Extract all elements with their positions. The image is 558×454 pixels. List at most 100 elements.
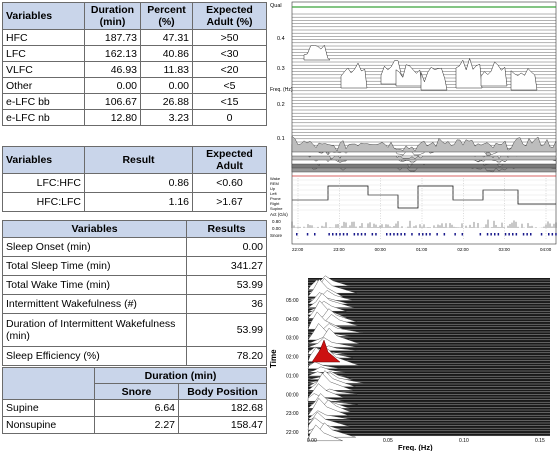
waterfall-peak — [307, 366, 346, 373]
snore-mark — [497, 233, 500, 236]
sleep-summary-table: Variables Results Sleep Onset (min) 0.00 Tot… — [2, 220, 267, 366]
table-cell: 53.99 — [186, 275, 267, 295]
waterfall-peak — [307, 361, 342, 369]
snore-mark — [411, 233, 413, 236]
table-cell: <20 — [192, 61, 267, 78]
spectrum-peak — [395, 64, 423, 87]
table-cell: Other — [2, 77, 85, 94]
snore-mark — [504, 233, 507, 236]
table-row: Total Sleep Time (min) 341.27 — [2, 256, 267, 276]
spectrum-peak — [303, 44, 331, 61]
table-cell: 158.47 — [178, 416, 267, 434]
table-cell: 3.23 — [140, 109, 193, 126]
snore-mark — [429, 233, 431, 236]
waterfall-peak — [307, 327, 360, 344]
spectrum-floor — [292, 164, 556, 172]
table-cell: e-LFC bb — [2, 93, 85, 110]
table-row: VLFC 46.93 11.83 <20 — [2, 61, 267, 78]
table-cell: 78.20 — [186, 346, 267, 366]
table-row: e-LFC bb 106.67 26.88 <15 — [2, 93, 267, 110]
snore-mark — [479, 233, 482, 236]
time-tick: 23:00 — [333, 247, 345, 252]
cpc-duration-table: Variables Duration (min) Percent (%) Expect… — [2, 2, 267, 126]
table-cell: <5 — [192, 77, 267, 94]
table-row: Other 0.00 0.00 <5 — [2, 77, 267, 94]
table-cell: LFC — [2, 45, 85, 62]
table-cell: Supine — [2, 399, 95, 417]
column-header: Result — [84, 146, 193, 174]
snore-mark — [357, 233, 359, 236]
snore-mark — [296, 233, 298, 236]
table-cell: 0.86 — [84, 173, 193, 193]
snore-mark — [418, 233, 420, 236]
snore-mark — [555, 233, 557, 236]
snore-mark — [515, 233, 518, 236]
waterfall-time-tick: 01:00 — [286, 373, 299, 379]
snore-mark — [443, 233, 446, 236]
snore-mark — [389, 233, 392, 236]
time-tick: 00:00 — [375, 247, 387, 252]
table-row: HFC 187.73 47.31 >50 — [2, 29, 267, 46]
snore-label: Snore — [270, 233, 283, 238]
table-cell: >50 — [192, 29, 267, 46]
spectrum-peak — [510, 68, 538, 91]
waterfall-peak — [307, 337, 357, 348]
table-group-header-row: Duration (min) — [2, 367, 267, 400]
freq-tick-0: 0.4 — [277, 36, 285, 42]
table-row: Intermittent Wakefulness (#) 36 — [2, 294, 267, 314]
table-cell: 26.88 — [140, 93, 193, 110]
freq-label: Freq. (Hz) — [270, 87, 293, 93]
table-cell: 106.67 — [84, 93, 141, 110]
freq-tick-2: 0.2 — [277, 102, 285, 108]
time-tick: 02:00 — [457, 247, 469, 252]
column-header: Duration (min) — [84, 2, 141, 30]
table-header-row: Snore Body Position — [3, 383, 267, 400]
snore-position-table: Duration (min) Snore Body Position Supine 6.… — [2, 367, 267, 434]
waterfall-xlabel: Freq. (Hz) — [398, 443, 433, 451]
waterfall-time-tick: 04:00 — [286, 317, 299, 323]
snore-mark — [360, 233, 363, 236]
waterfall-peak — [307, 383, 344, 398]
snore-mark — [371, 233, 374, 236]
table-cell: Nonsupine — [2, 416, 95, 434]
spectrum-peak — [455, 57, 483, 89]
spectrum-peak — [340, 62, 368, 89]
table-row: Sleep Onset (min) 0.00 — [2, 237, 267, 257]
snore-mark — [393, 233, 395, 236]
table-cell: 2.27 — [94, 416, 179, 434]
table-cell: VLFC — [2, 61, 85, 78]
table-cell: 53.99 — [186, 313, 267, 347]
column-header: Snore — [94, 383, 179, 400]
column-header: Expected Adult — [192, 146, 267, 174]
snore-mark — [422, 233, 424, 236]
group-header: Duration (min) — [94, 367, 267, 384]
cpc-waterfall-chart: Time Freq. (Hz) 05:00 04:00 03:00 02:00 01:0… — [269, 275, 550, 452]
snore-mark — [400, 233, 402, 236]
snore-mark — [436, 233, 438, 236]
time-tick: 04:00 — [540, 247, 552, 252]
snore-mark — [548, 233, 550, 236]
act-label: Act (G/s) — [270, 212, 288, 217]
time-tick: 03:00 — [499, 247, 511, 252]
cpc-spectrogram-chart: Qual Freq. (Hz) 0.4 0.3 0.2 0.1 WakeREMU… — [270, 1, 557, 252]
table-row: LFC:HFC 0.86 <0.60 — [2, 173, 267, 193]
snore-mark — [508, 233, 510, 236]
table-row: Nonsupine 2.27 158.47 — [2, 416, 267, 434]
snore-mark — [353, 233, 356, 236]
freq-tick-3: 0.1 — [277, 136, 285, 142]
table-header-row: Variables Result Expected Adult — [2, 146, 267, 174]
waterfall-time-tick: 02:00 — [286, 355, 299, 361]
table-cell: Sleep Efficiency (%) — [2, 346, 187, 366]
table-cell: 0.00 — [186, 237, 267, 257]
table-row: LFC 162.13 40.86 <30 — [2, 45, 267, 62]
waterfall-ylabel: Time — [269, 349, 278, 368]
snore-mark — [396, 233, 399, 236]
table-row: Supine 6.64 182.68 — [2, 399, 267, 417]
snore-mark — [522, 233, 525, 236]
table-cell: 182.68 — [178, 399, 267, 417]
column-header: Expected Adult (%) — [192, 2, 267, 30]
table-row: Duration of Intermittent Wakefulness (mi… — [2, 313, 267, 347]
waterfall-freq-tick: 0.10 — [459, 438, 469, 444]
table-cell: <30 — [192, 45, 267, 62]
cpc-ratio-table: Variables Result Expected Adult LFC:HFC 0.86… — [2, 146, 267, 212]
